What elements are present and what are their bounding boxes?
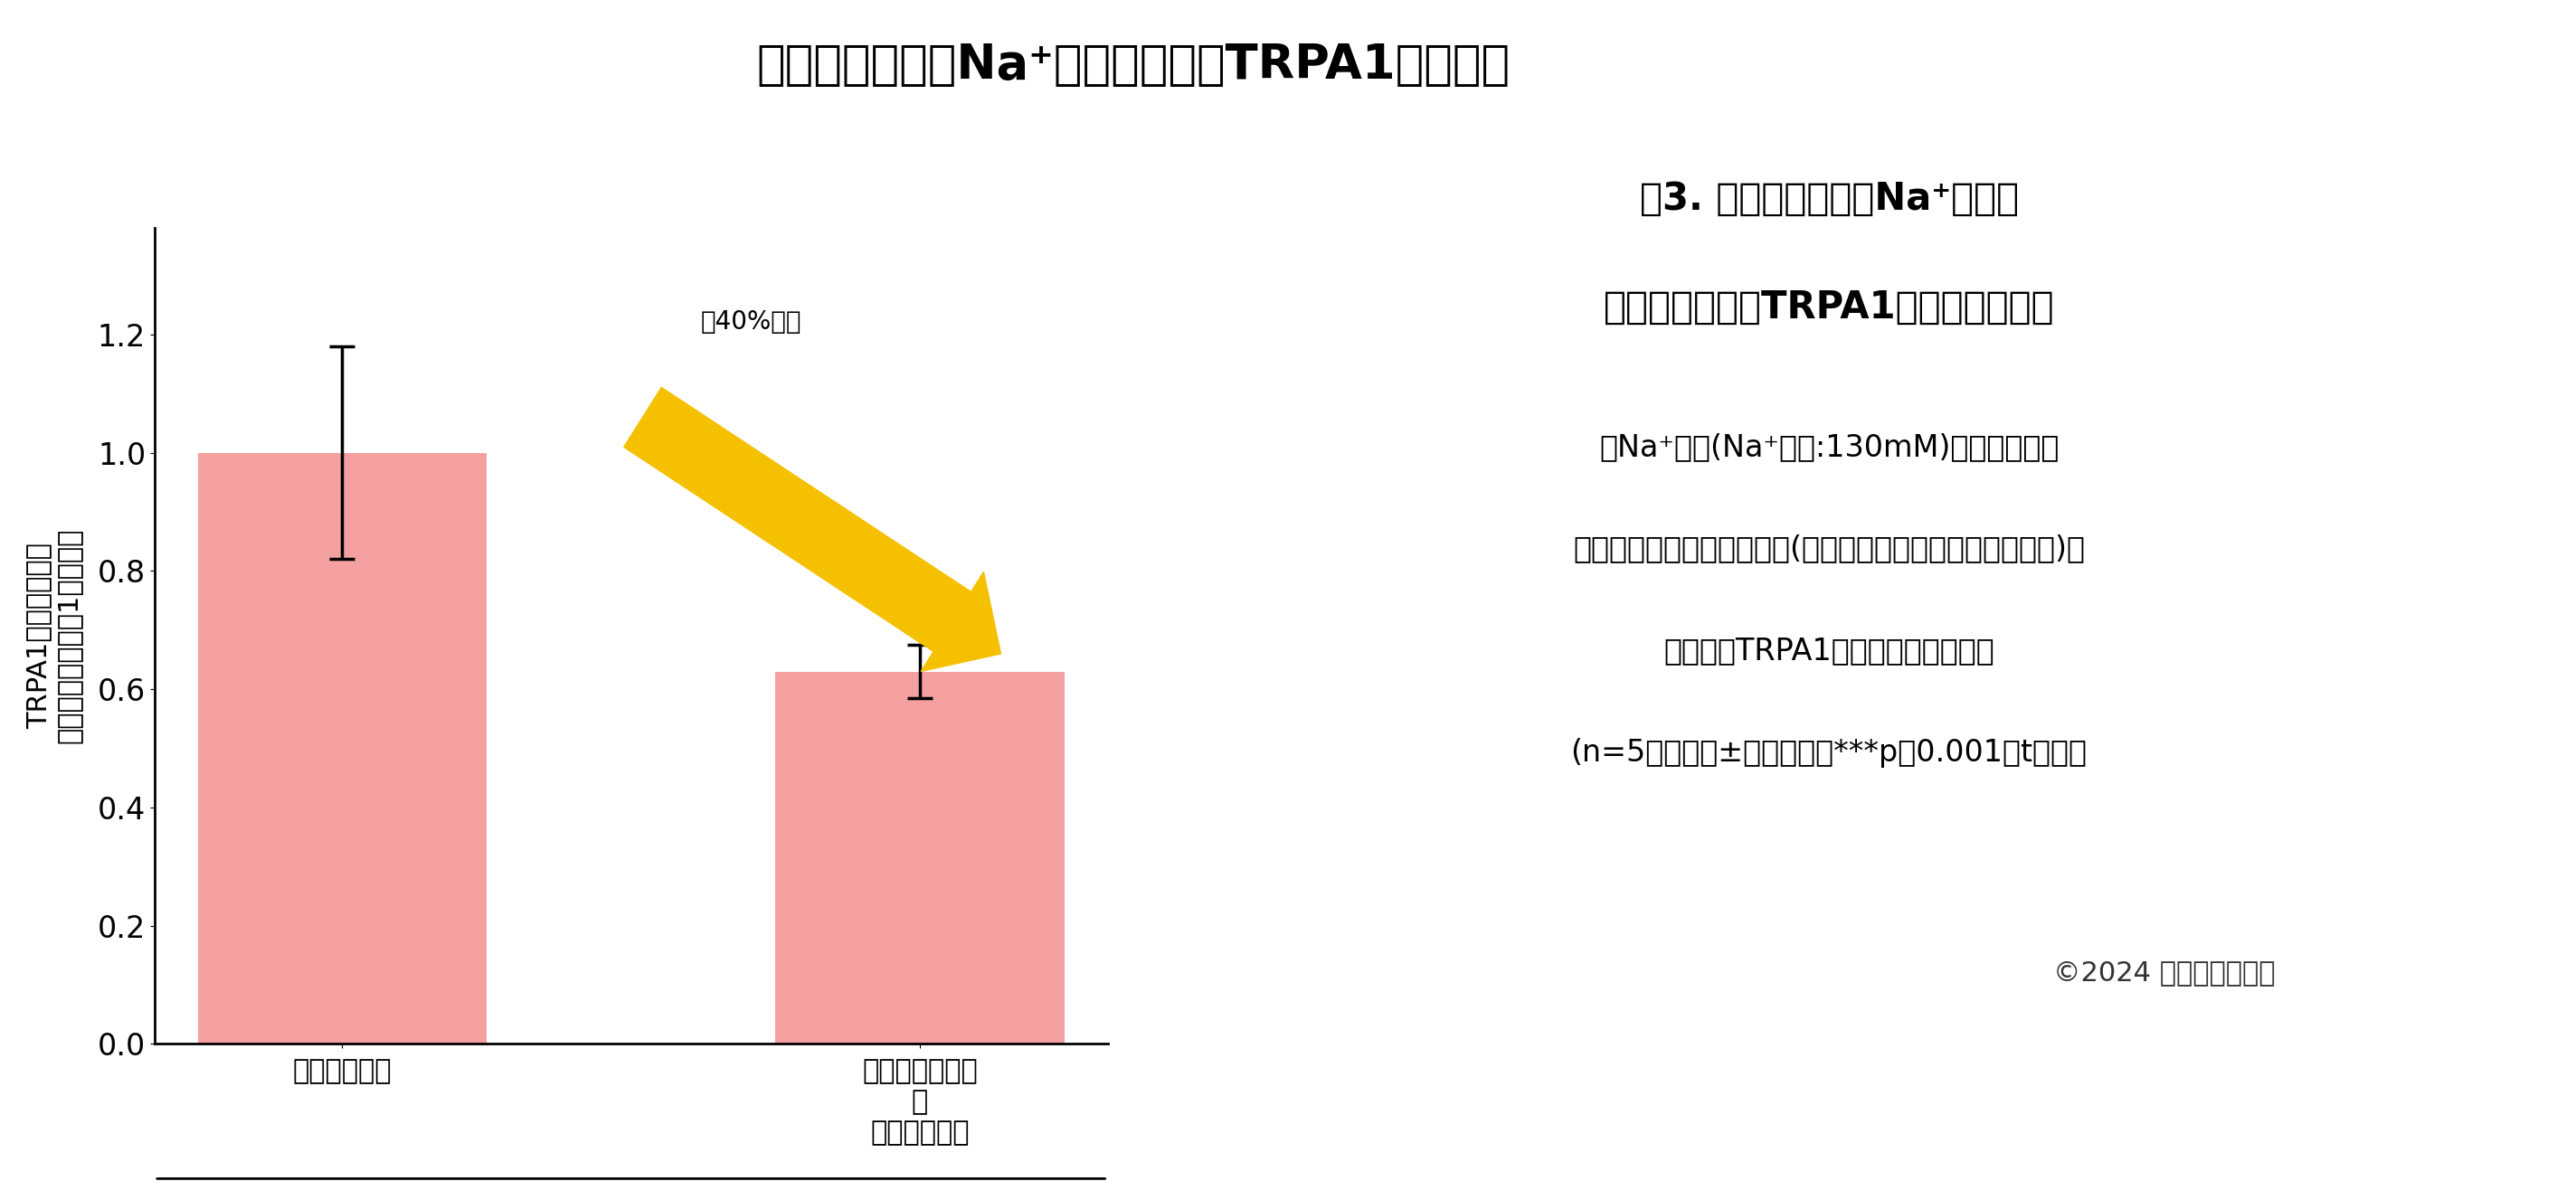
Bar — [198, 452, 487, 1044]
Text: メラノサイトに複合エキス(チョウジエキス・ノバラエキス)を: メラノサイトに複合エキス(チョウジエキス・ノバラエキス)を — [1574, 534, 2084, 564]
Text: ***: *** — [896, 604, 943, 634]
Text: メラノサイトのTRPA1量に及ぼす影響: メラノサイトのTRPA1量に及ぼす影響 — [1602, 288, 2056, 326]
FancyArrow shape — [623, 388, 1002, 671]
Text: 低Na⁺環境(Na⁺濃度:130mM)にて培養した: 低Na⁺環境(Na⁺濃度:130mM)にて培養した — [1600, 432, 2058, 462]
Text: 複合エキスが低Na⁺環境におけるTRPA1量を抑制: 複合エキスが低Na⁺環境におけるTRPA1量を抑制 — [757, 42, 1510, 89]
Text: ©2024 ポーラ化成工業: ©2024 ポーラ化成工業 — [2053, 960, 2275, 986]
Bar — [775, 672, 1064, 1044]
Text: (n=5，平均値±標準偏差，***p＜0.001，t検定）: (n=5，平均値±標準偏差，***p＜0.001，t検定） — [1571, 738, 2087, 768]
Y-axis label: TRPA1遣伝子発現量
（エキス無添加を1とする）: TRPA1遣伝子発現量 （エキス無添加を1とする） — [26, 528, 82, 744]
Text: 嘰3. 複合エキスが低Na⁺環境の: 嘰3. 複合エキスが低Na⁺環境の — [1638, 180, 2020, 218]
Text: 添加してTRPA1遣伝子発現を解析。: 添加してTRPA1遣伝子発現を解析。 — [1664, 636, 1994, 666]
Text: 絀40%抑制: 絀40%抑制 — [701, 310, 801, 335]
